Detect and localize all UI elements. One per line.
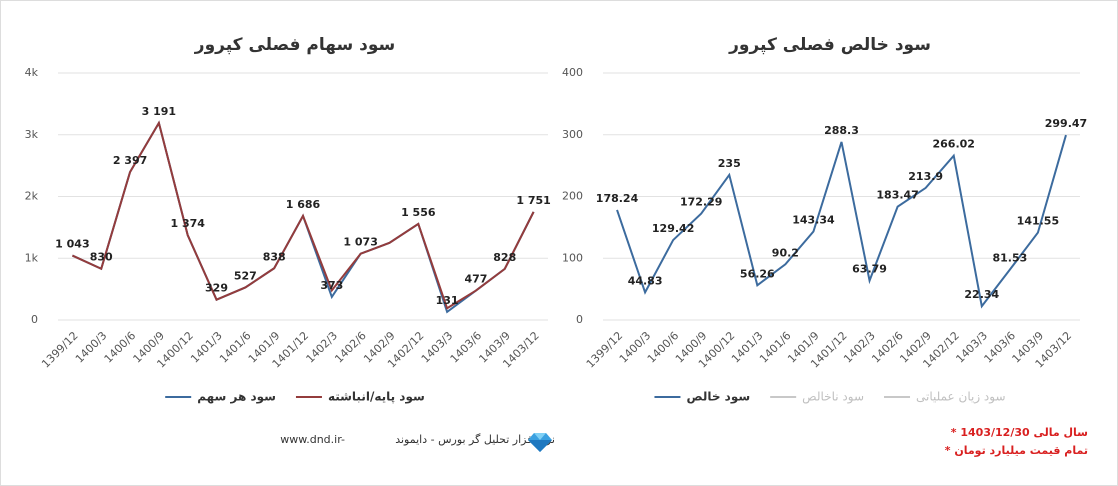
chart-title: سود سهام فصلی کپرور: [194, 35, 395, 55]
data-label: 288.3: [824, 124, 859, 137]
data-label: 213.9: [908, 170, 943, 183]
footer-text: نرم افزار تحلیل گر بورس - دایموند: [395, 433, 555, 446]
data-label: 3 191: [142, 105, 176, 118]
data-label: 178.24: [596, 192, 639, 205]
data-label: 1 556: [401, 206, 436, 219]
data-label: 1 686: [286, 198, 321, 211]
data-label: 143.34: [792, 213, 835, 226]
data-label: 141.55: [1017, 215, 1059, 228]
chart-title: سود خالص فصلی کپرور: [728, 35, 931, 55]
y-tick-label: 400: [562, 66, 583, 79]
data-label: 56.26: [740, 267, 775, 280]
data-label: 44.83: [628, 274, 663, 287]
y-tick-label: 2k: [25, 190, 39, 203]
legend-label: سود هر سهم: [197, 390, 276, 405]
logo: [528, 433, 552, 452]
note: * سال مالی 1403/12/30: [951, 426, 1088, 439]
data-label: 527: [234, 269, 257, 282]
footer-url: www.dnd.ir-: [280, 433, 345, 446]
data-label: 129.42: [652, 222, 694, 235]
data-label: 183.47: [876, 189, 918, 202]
y-tick-label: 3k: [25, 128, 39, 141]
data-label: 329: [205, 282, 228, 295]
line: [616, 134, 1067, 309]
data-label: 90.2: [772, 246, 799, 259]
data-label: 830: [90, 251, 113, 264]
legend-label: سود خالص: [686, 390, 750, 405]
line: [71, 120, 535, 310]
data-label: 1 073: [343, 236, 377, 249]
data-label: 266.02: [933, 138, 975, 151]
data-label: 63.79: [852, 263, 887, 276]
data-label: 131: [436, 294, 459, 307]
y-tick-label: 1k: [25, 251, 39, 264]
legend-label: سود زیان عملیاتی: [916, 390, 1006, 405]
data-label: 477: [464, 273, 487, 286]
data-label: 1 374: [170, 217, 205, 230]
note: * تمام قیمت میلیارد تومان: [945, 444, 1088, 457]
data-label: 299.47: [1045, 117, 1087, 130]
y-tick-label: 0: [576, 313, 583, 326]
y-tick-label: 4k: [25, 66, 39, 79]
data-label: 1 751: [516, 194, 550, 207]
data-label: 22.34: [964, 288, 999, 301]
legend-label: سود پایه/انباشته: [328, 390, 425, 405]
data-label: 2 397: [113, 154, 147, 167]
y-tick-label: 100: [562, 251, 583, 264]
data-label: 838: [263, 250, 286, 263]
data-label: 81.53: [992, 252, 1027, 265]
data-label: 1 043: [55, 238, 89, 251]
data-label: 828: [493, 251, 516, 264]
legend-label: سود ناخالص: [802, 390, 864, 405]
y-tick-label: 200: [562, 190, 583, 203]
y-tick-label: 0: [31, 313, 38, 326]
data-label: 235: [718, 157, 741, 170]
y-tick-label: 300: [562, 128, 583, 141]
data-label: 172.29: [680, 196, 722, 209]
data-label: 373: [320, 279, 343, 292]
